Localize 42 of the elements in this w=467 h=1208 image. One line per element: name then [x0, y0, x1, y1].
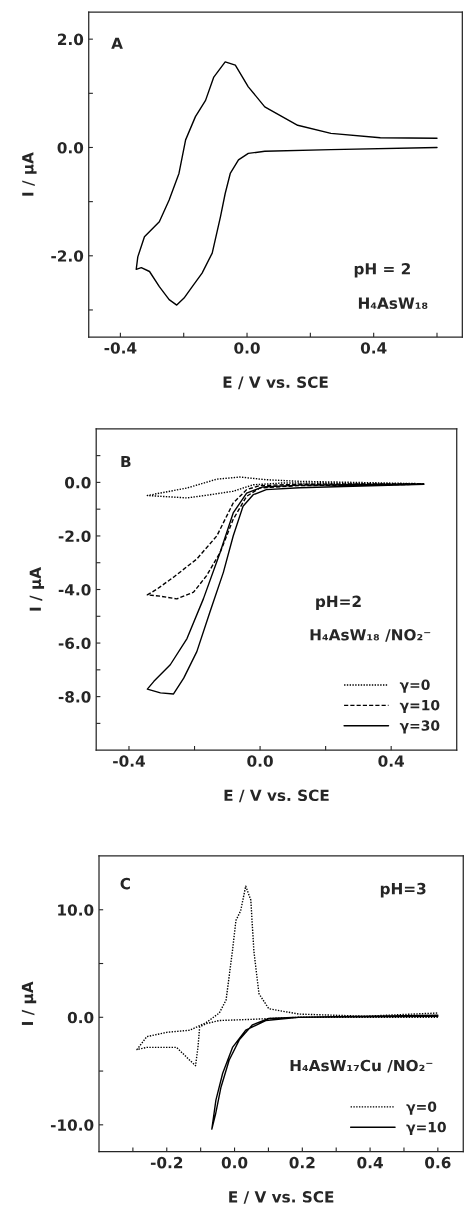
annotation: pH=2: [316, 595, 361, 611]
x-tick-label: 0.2: [289, 1156, 315, 1169]
x-tick-label: 0.4: [360, 342, 387, 354]
y-axis-title: I / μA: [29, 567, 45, 611]
annotation: H₄AsW₁₈ /NO₂⁻: [310, 628, 431, 642]
y-axis-title: I / μA: [21, 981, 37, 1025]
x-tick-label: -0.4: [104, 342, 137, 354]
x-tick-label: 0.4: [378, 755, 405, 767]
legend-label: γ=10: [399, 699, 440, 714]
y-tick-label: 2.0: [58, 33, 84, 46]
x-tick-label: 0.0: [221, 1156, 248, 1169]
x-axis-title: E / V vs. SCE: [223, 376, 328, 390]
annotation: pH = 2: [354, 262, 410, 278]
x-tick-label: -0.2: [150, 1156, 183, 1169]
x-tick-label: 0.0: [247, 755, 273, 767]
y-axis-title: I / μA: [22, 152, 37, 196]
legend-label: γ=0: [399, 679, 430, 693]
x-tick-label: 0.6: [425, 1156, 451, 1169]
y-tick-label: -2.0: [51, 250, 84, 262]
y-tick-label: 0.0: [57, 141, 84, 154]
y-tick-label: -4.0: [58, 583, 91, 596]
annotation: pH=3: [380, 882, 426, 898]
y-tick-label: 10.0: [58, 904, 94, 916]
x-tick-label: 0.4: [357, 1156, 383, 1169]
annotation: H₄AsW₁₇Cu /NO₂⁻: [290, 1059, 433, 1073]
x-axis-title: E / V vs. SCE: [224, 789, 329, 803]
y-tick-label: -10.0: [50, 1119, 94, 1131]
y-tick-label: -2.0: [58, 530, 91, 542]
x-axis-title: E / V vs. SCE: [229, 1191, 334, 1204]
annotation: B: [121, 455, 131, 468]
y-tick-label: -8.0: [58, 691, 91, 703]
annotation: C: [120, 877, 130, 890]
annotation: A: [111, 37, 123, 49]
y-tick-label: 0.0: [65, 476, 91, 489]
legend-label: γ=30: [399, 720, 440, 734]
x-tick-label: 0.0: [234, 342, 260, 354]
x-tick-label: -0.4: [113, 755, 145, 767]
legend-label: γ=0: [406, 1101, 437, 1115]
y-tick-label: -6.0: [58, 637, 91, 650]
annotation: H₄AsW₁₈: [358, 297, 428, 309]
legend-label: γ=10: [406, 1121, 446, 1136]
y-tick-label: 0.0: [67, 1011, 94, 1024]
